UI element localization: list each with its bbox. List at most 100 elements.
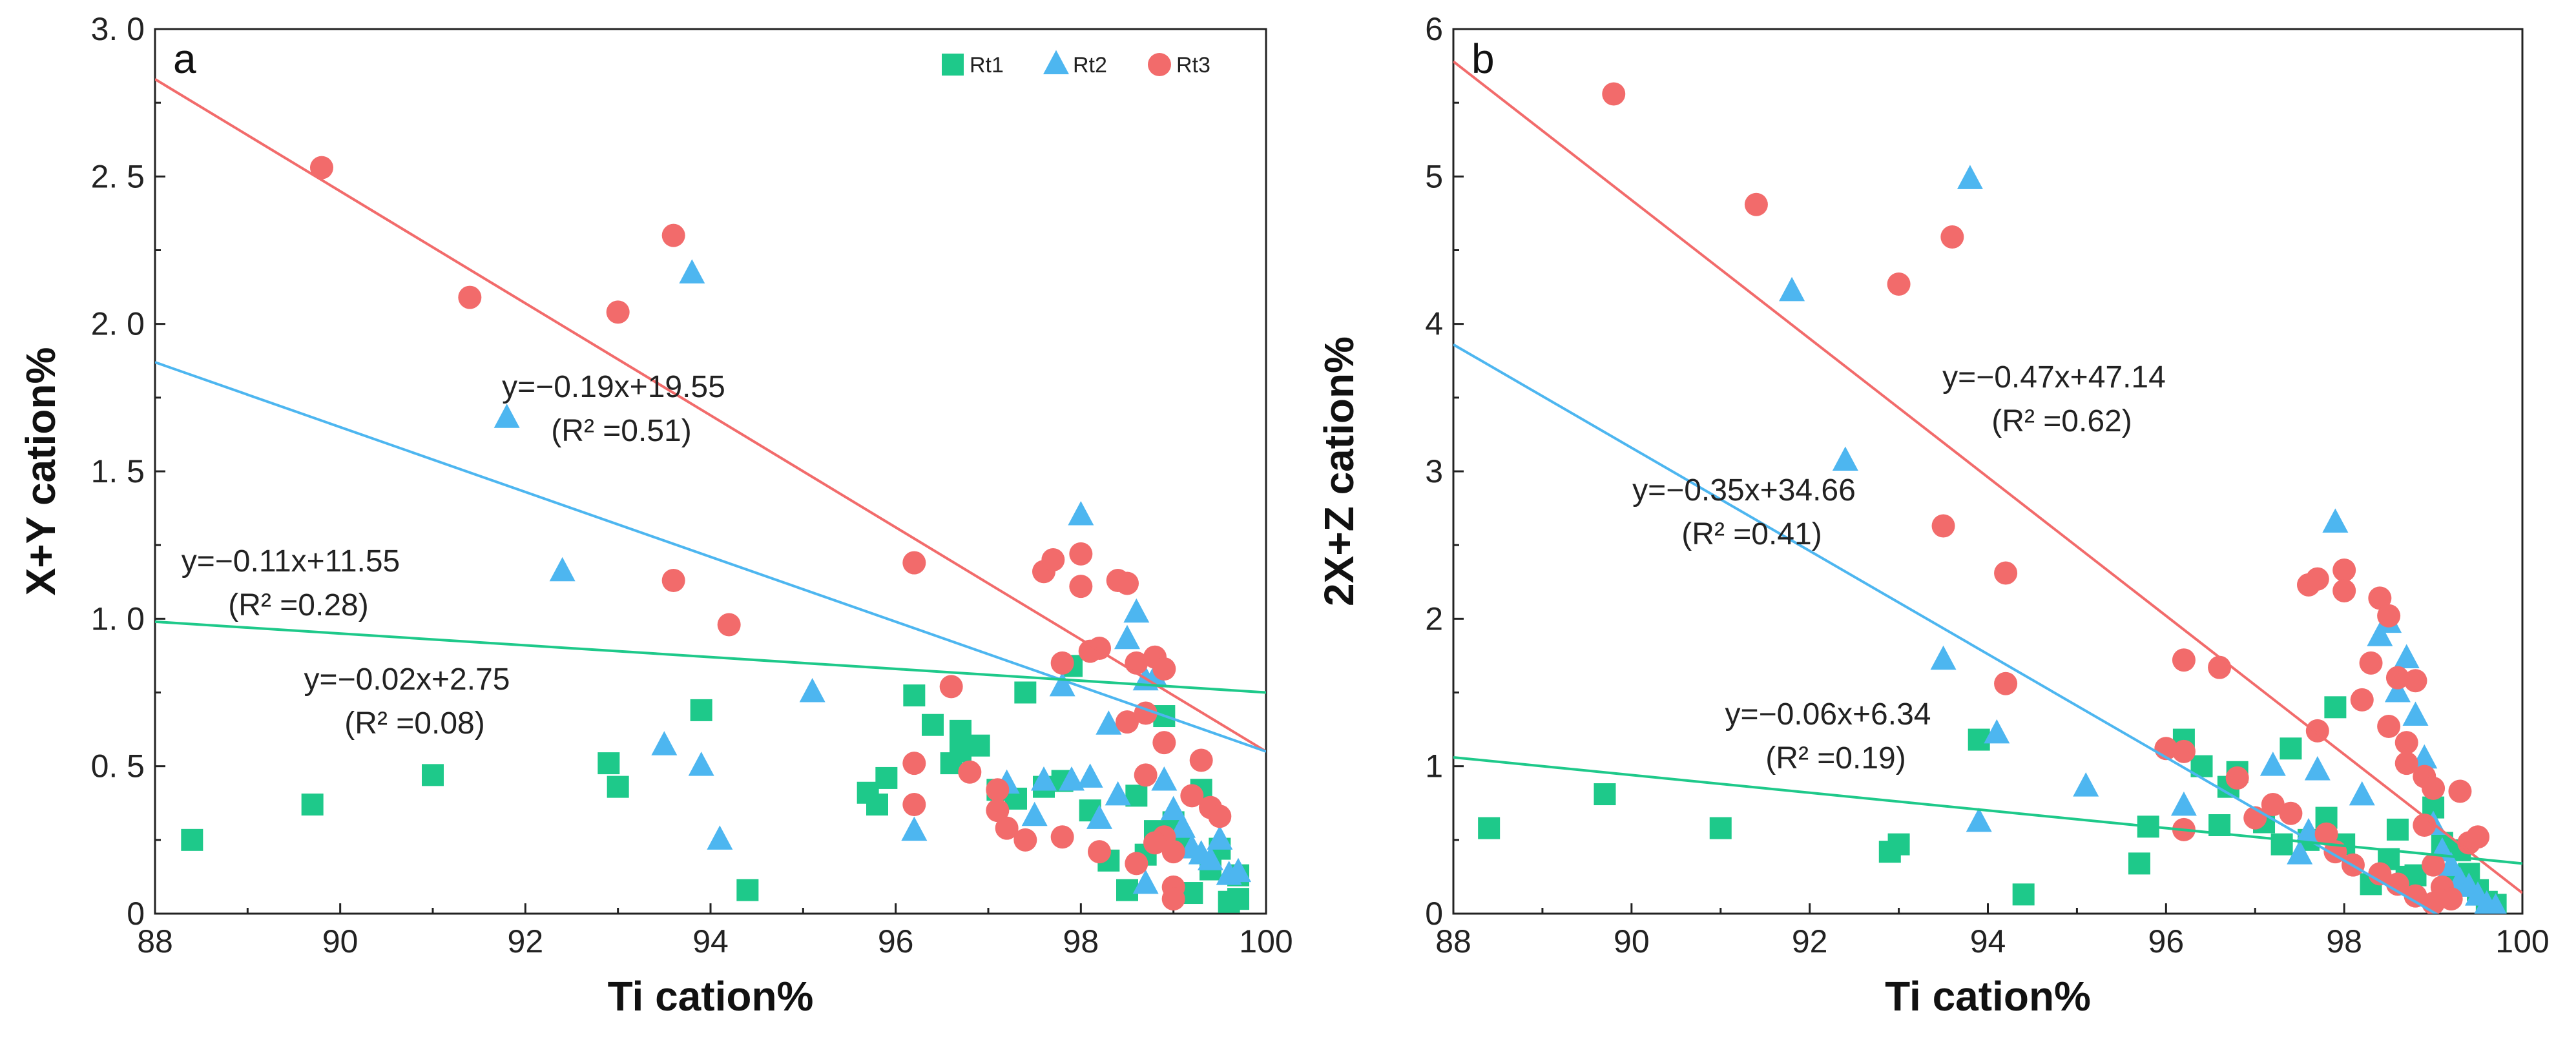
y-tick-label: 6: [1425, 11, 1443, 47]
point-rt3: [2422, 853, 2446, 877]
x-tick-label: 94: [692, 923, 729, 959]
point-rt3: [1116, 710, 1139, 734]
y-tick-label: 2. 0: [91, 306, 145, 342]
point-rt1: [607, 775, 629, 798]
point-rt2: [1123, 598, 1150, 623]
y-tick-label: 0: [1425, 896, 1443, 932]
point-rt3: [2368, 862, 2392, 886]
point-rt1: [2012, 883, 2035, 906]
point-rt3: [1931, 514, 1955, 538]
point-rt1: [1227, 888, 1249, 910]
point-rt2: [1031, 766, 1057, 791]
x-tick-label: 100: [2495, 923, 2549, 959]
point-rt1: [2128, 852, 2150, 875]
point-rt3: [2385, 666, 2409, 690]
point-rt3: [2404, 669, 2427, 693]
x-tick-label: 92: [1792, 923, 1828, 959]
point-rt3: [2261, 793, 2285, 817]
point-rt2: [1832, 446, 1858, 471]
fit-equation-rt3: y=−0.19x+19.55: [502, 370, 725, 404]
fit-r2-rt2: (R² =0.41): [1681, 517, 1822, 551]
point-rt1: [875, 766, 898, 789]
point-rt2: [1225, 857, 1251, 883]
point-rt2: [799, 678, 826, 702]
point-rt2: [651, 731, 678, 755]
fit-lines: [155, 77, 1266, 753]
point-rt3: [2332, 558, 2356, 582]
point-rt3: [2413, 814, 2436, 837]
y-tick-label: 0. 5: [91, 748, 145, 784]
y-tick-label: 3: [1425, 453, 1443, 489]
point-rt3: [1994, 561, 2018, 585]
point-rt2: [1779, 276, 1805, 302]
legend-marker-rt2: [1043, 50, 1069, 74]
point-rt2: [1105, 781, 1131, 806]
point-rt3: [2439, 887, 2463, 911]
data-points: [1478, 82, 2507, 914]
point-rt2: [1151, 766, 1178, 791]
point-rt3: [2377, 604, 2401, 628]
point-rt1: [2270, 833, 2293, 856]
point-rt3: [958, 760, 982, 784]
point-rt2: [901, 816, 928, 841]
legend-label-rt2: Rt2: [1073, 53, 1107, 77]
point-rt2: [2402, 701, 2429, 726]
fit-r2-rt3: (R² =0.51): [551, 414, 691, 448]
fit-equation-rt2: y=−0.11x+11.55: [182, 544, 400, 579]
point-rt3: [1088, 840, 1111, 864]
point-rt1: [1709, 817, 1732, 839]
legend-label-rt1: Rt1: [970, 53, 1004, 77]
point-rt3: [2385, 872, 2409, 896]
point-rt2: [1077, 763, 1103, 788]
point-rt3: [1069, 575, 1093, 599]
y-tick-label: 4: [1425, 306, 1443, 342]
fit-r2-rt1: (R² =0.19): [1765, 741, 1906, 775]
point-rt3: [1134, 763, 1158, 787]
point-rt3: [2332, 579, 2356, 602]
x-tick-label: 88: [137, 923, 173, 959]
point-rt1: [422, 764, 444, 786]
x-tick-label: 100: [1239, 923, 1293, 959]
point-rt3: [2368, 586, 2392, 610]
point-rt3: [1050, 651, 1074, 675]
point-rt1: [903, 684, 926, 707]
x-tick-label: 96: [878, 923, 914, 959]
point-rt2: [688, 752, 714, 776]
point-rt1: [597, 752, 620, 775]
point-rt1: [922, 713, 944, 736]
point-rt3: [606, 300, 630, 324]
point-rt2: [2384, 678, 2411, 702]
fit-line-rt3: [1453, 60, 2522, 894]
y-axis-label: 2X+Z cation%: [1316, 336, 1362, 606]
point-rt2: [2349, 781, 2375, 806]
point-rt3: [1050, 825, 1074, 849]
x-tick-label: 98: [1063, 923, 1099, 959]
point-rt3: [1161, 840, 1185, 864]
point-rt3: [717, 613, 741, 637]
point-rt2: [2393, 644, 2420, 668]
legend-label-rt3: Rt3: [1176, 53, 1210, 77]
legend: Rt1 Rt2 Rt3: [942, 50, 1210, 77]
point-rt1: [736, 879, 759, 901]
data-points: [181, 156, 1251, 913]
point-rt3: [1994, 672, 2018, 695]
y-axis-label: X+Y cation%: [17, 347, 64, 596]
point-rt3: [661, 568, 685, 592]
y-tick-label: 3. 0: [91, 11, 145, 47]
point-rt1: [2280, 737, 2302, 760]
fit-line-rt2: [1453, 343, 2439, 914]
point-rt1: [690, 699, 712, 721]
point-rt3: [1940, 225, 1964, 249]
point-rt3: [1152, 731, 1176, 755]
x-tick-label: 90: [322, 923, 358, 959]
point-rt3: [2314, 822, 2338, 846]
point-rt2: [1207, 825, 1233, 850]
x-tick-label: 96: [2148, 923, 2185, 959]
point-rt1: [2324, 696, 2347, 719]
legend-marker-rt1: [942, 54, 964, 76]
point-rt2: [1170, 814, 1196, 838]
point-rt2: [1096, 710, 1122, 735]
y-tick-label: 1. 0: [91, 600, 145, 637]
point-rt2: [1059, 766, 1085, 791]
point-rt3: [1189, 748, 1213, 772]
